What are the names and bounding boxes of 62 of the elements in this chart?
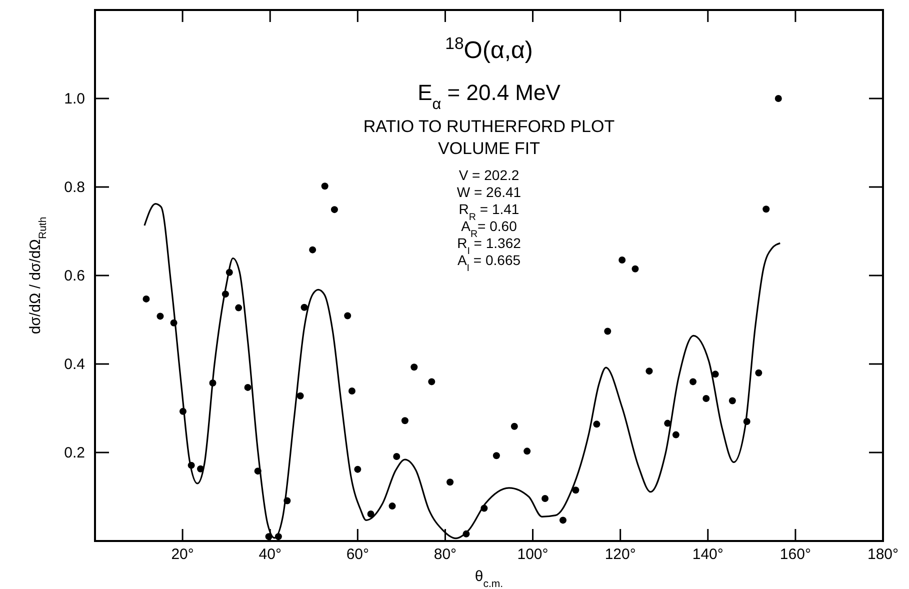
text: E$_{α}$ = 20.4 MeV [418, 80, 561, 112]
point [559, 516, 566, 524]
annotation: W = 26.41 [456, 184, 522, 200]
point [156, 312, 164, 320]
point [428, 378, 436, 386]
point [755, 369, 762, 376]
point [593, 420, 600, 428]
point [142, 295, 150, 302]
point [712, 370, 719, 378]
point [296, 392, 304, 400]
point [774, 95, 782, 102]
x-tick-label: 60° [346, 546, 370, 563]
x-tick-label: 40° [258, 546, 282, 563]
point [572, 486, 580, 494]
point [446, 478, 454, 486]
x-tick-label: 120° [604, 546, 636, 563]
annotation: R$_{R}$ = 1.41 [458, 201, 520, 222]
x-axis-title: θ$_{c.m.}$ [474, 568, 504, 589]
line-series [144, 203, 781, 540]
point [646, 368, 653, 375]
point [410, 364, 418, 371]
x-tick-label: 140° [692, 546, 724, 563]
point [309, 246, 316, 254]
point [354, 466, 362, 473]
point [330, 206, 338, 214]
y-tick-label: 0.4 [64, 356, 85, 373]
annotation: VOLUME FIT [438, 139, 540, 158]
point [367, 510, 374, 518]
y-tick-label: 0.8 [64, 179, 85, 196]
x-tick-label: 80° [434, 546, 457, 563]
point [632, 265, 639, 272]
point [344, 312, 352, 320]
point [388, 502, 396, 510]
point [690, 378, 697, 386]
y-tick-label: 0.2 [64, 444, 85, 462]
point [401, 417, 408, 424]
annotation: V = 202.2 [458, 167, 520, 183]
point [492, 452, 500, 460]
x-tick-label: 20° [171, 546, 194, 563]
point [244, 384, 252, 391]
point [672, 431, 680, 438]
annotation: RATIO TO RUTHERFORD PLOT [363, 117, 615, 136]
point [348, 387, 356, 394]
point [762, 206, 770, 213]
x-tick-label: 180° [867, 546, 899, 563]
y-tick-label: 1.0 [64, 90, 85, 108]
point [510, 422, 518, 430]
x-tick-label: 100° [517, 546, 548, 563]
point [235, 304, 242, 312]
point [604, 328, 612, 335]
point [321, 182, 328, 190]
point [524, 448, 531, 455]
point [618, 256, 626, 264]
point [702, 395, 710, 402]
annotation: A$_{I}$ = 0.665 [457, 252, 521, 274]
text: $^{18}$O(α,α) [445, 34, 533, 64]
point [393, 452, 400, 460]
point [728, 397, 736, 404]
point [300, 304, 308, 311]
x-tick-label: 160° [780, 546, 811, 563]
point [542, 495, 549, 502]
y-tick-label: 0.6 [64, 268, 85, 284]
